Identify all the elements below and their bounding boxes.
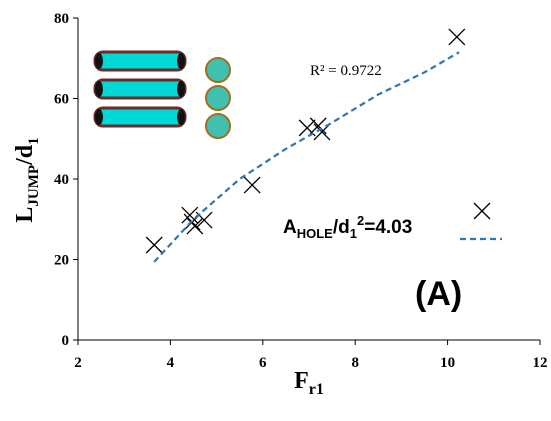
panel-label: (A) bbox=[415, 275, 462, 313]
y-label-sub: JUMP bbox=[26, 165, 42, 207]
x-axis-label: Fr1 bbox=[294, 368, 324, 398]
y-tick-label: 80 bbox=[54, 11, 69, 27]
marker bbox=[309, 117, 327, 135]
legend-part: A bbox=[283, 217, 297, 238]
y-tick-label: 20 bbox=[54, 253, 69, 269]
x-tick-label: 2 bbox=[74, 355, 82, 371]
marker bbox=[145, 236, 163, 254]
x-label-main: F bbox=[294, 368, 309, 394]
x-tick-label: 6 bbox=[259, 355, 267, 371]
marker bbox=[243, 176, 261, 194]
y-label-main: L bbox=[12, 207, 38, 223]
legend-part: 1 bbox=[350, 226, 357, 241]
legend-part: /d bbox=[333, 217, 350, 238]
y-tick-label: 0 bbox=[62, 333, 70, 349]
legend-part: 2 bbox=[357, 213, 364, 228]
y-tick-label: 60 bbox=[54, 92, 69, 108]
r-squared: R² = 0.9722 bbox=[310, 63, 382, 79]
legend-part: =4.03 bbox=[364, 217, 412, 238]
y-label-rest: /d bbox=[12, 144, 38, 166]
inset-illustration bbox=[93, 50, 231, 139]
x-tick-label: 12 bbox=[533, 355, 548, 371]
y-label-sub2: 1 bbox=[26, 137, 42, 145]
legend-marker bbox=[473, 202, 491, 220]
trend-line bbox=[153, 51, 460, 263]
x-tick-label: 4 bbox=[167, 355, 175, 371]
marker bbox=[186, 217, 204, 235]
legend-part: HOLE bbox=[297, 226, 333, 241]
x-label-sub: r1 bbox=[309, 381, 324, 398]
x-tick-label: 10 bbox=[440, 355, 455, 371]
x-tick-label: 8 bbox=[351, 355, 359, 371]
y-tick-label: 40 bbox=[54, 172, 69, 188]
legend-label: AHOLE/d12=4.03 bbox=[283, 213, 412, 241]
marker bbox=[448, 28, 466, 46]
marker bbox=[181, 206, 199, 224]
y-axis-label: LJUMP/d1 bbox=[12, 137, 42, 222]
